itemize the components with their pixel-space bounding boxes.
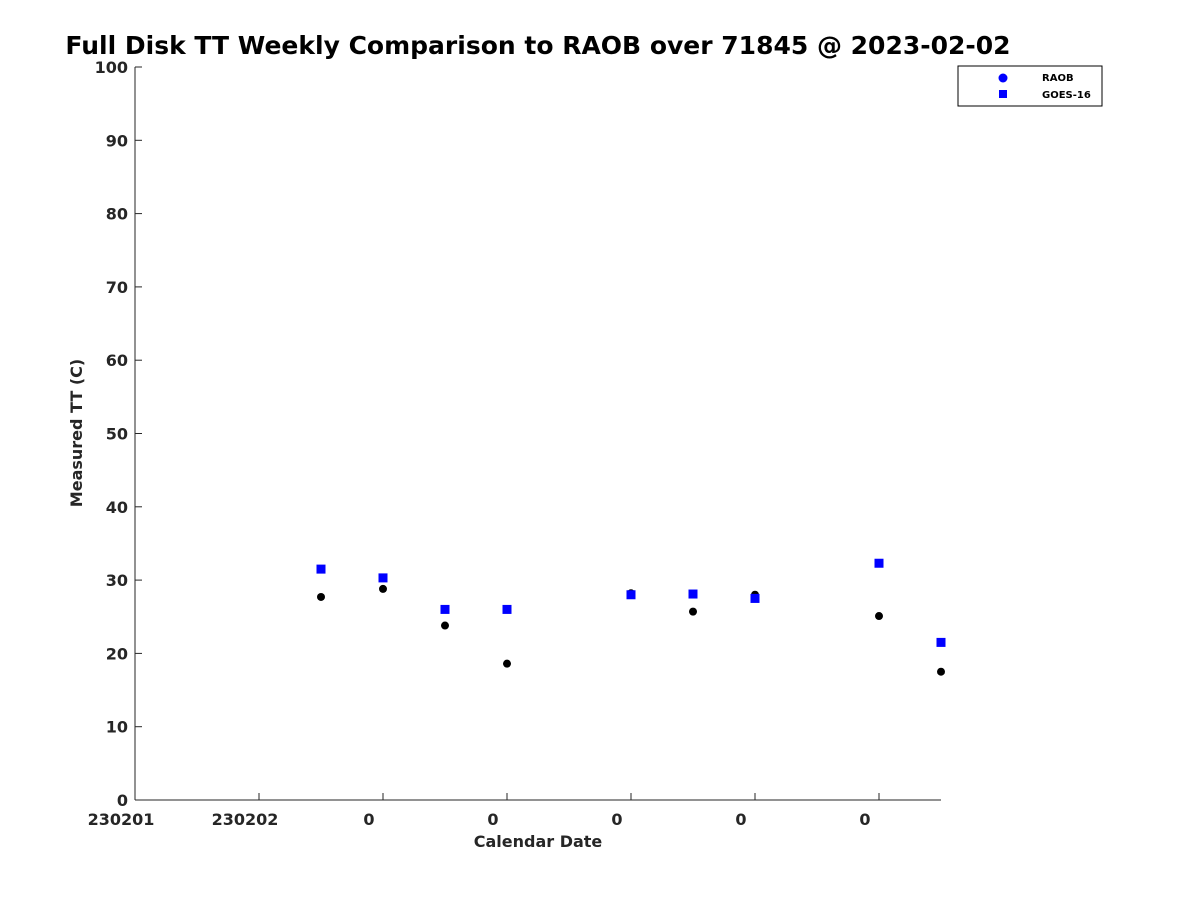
y-axis-label: Measured TT (C) [67,359,86,507]
legend-marker-goes [999,90,1007,98]
x-tick-label: 0 [859,810,870,829]
data-point-goes-16 [874,558,884,568]
x-tick-label: 0 [363,810,374,829]
data-point-goes-16 [936,637,946,647]
chart-title: Full Disk TT Weekly Comparison to RAOB o… [65,31,1010,60]
y-tick-label: 50 [106,425,128,444]
data-point-raob [441,621,449,630]
x-tick-label: 230202 [212,810,279,829]
data-point-goes-16 [750,593,760,603]
data-point-goes-16 [626,590,636,600]
legend-box [957,65,1103,107]
x-tick-label: 0 [487,810,498,829]
data-point-goes-16 [440,604,450,614]
data-point-goes-16 [688,589,698,599]
y-tick-label: 60 [106,351,128,370]
legend-label-raob: RAOB [1042,73,1074,84]
y-tick-label: 0 [117,791,128,810]
x-tick-label: 0 [611,810,622,829]
legend-label-goes: GOES-16 [1042,90,1091,101]
x-tick-label: 230201 [88,810,155,829]
legend-marker-raob [998,73,1008,83]
x-axis-label: Calendar Date [474,832,603,851]
data-point-raob [937,667,945,676]
axes [134,67,941,801]
data-point-goes-16 [378,573,388,583]
data-point-goes-16 [502,604,512,614]
y-tick-label: 90 [106,131,128,150]
data-point-raob [317,592,325,601]
data-point-raob [379,584,387,593]
data-point-raob [875,612,883,621]
data-point-raob [689,607,697,616]
y-tick-label: 10 [106,718,128,737]
data-point-raob [503,659,511,668]
y-tick-label: 40 [106,498,128,517]
y-tick-label: 30 [106,571,128,590]
data-point-goes-16 [316,564,326,574]
y-tick-label: 80 [106,205,128,224]
y-tick-label: 20 [106,644,128,663]
x-tick-label: 0 [735,810,746,829]
y-tick-label: 70 [106,278,128,297]
legend: RAOB GOES-16 [957,65,1103,107]
y-tick-label: 100 [95,58,128,77]
